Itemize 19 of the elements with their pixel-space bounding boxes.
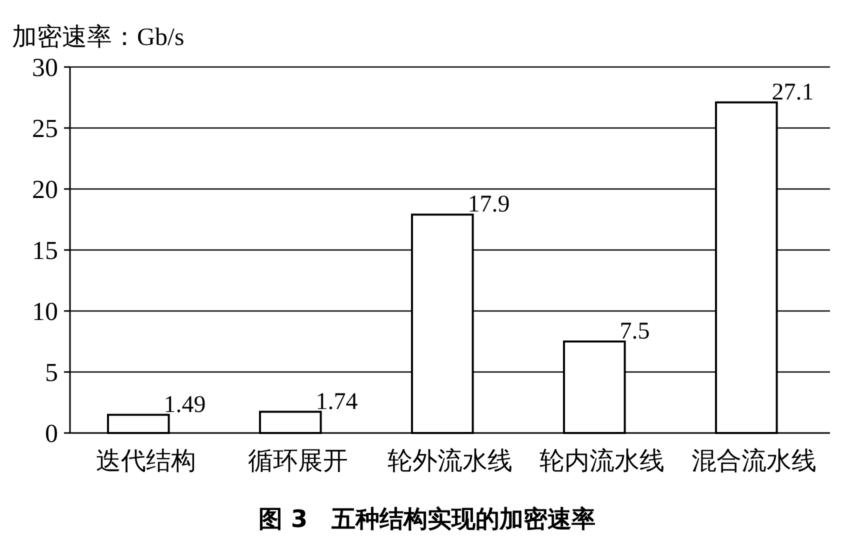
y-tick-label: 30 [32,53,58,82]
data-label: 1.74 [316,388,358,415]
x-tick-label: 循环展开 [248,448,348,475]
y-tick-label: 5 [45,358,58,387]
x-tick-label: 轮内流水线 [540,447,664,475]
y-tick-label: 10 [32,297,58,326]
data-label: 7.5 [620,318,650,344]
data-label: 27.1 [772,79,814,106]
x-tick-label: 迭代结构 [96,448,196,475]
caption: 图 3 五种结构实现的加密速率 [258,505,596,533]
y-tick-label: 25 [32,114,58,143]
data-label: 17.9 [468,192,510,218]
y-axis-title: 加密速率：Gb/s [12,23,184,51]
y-tick-label: 15 [32,236,58,265]
x-tick-label: 轮外流水线 [388,447,512,475]
y-tick-label: 0 [45,419,58,448]
y-tick-label: 20 [32,175,58,204]
x-tick-label: 混合流水线 [692,447,816,475]
data-label: 1.49 [164,392,206,418]
